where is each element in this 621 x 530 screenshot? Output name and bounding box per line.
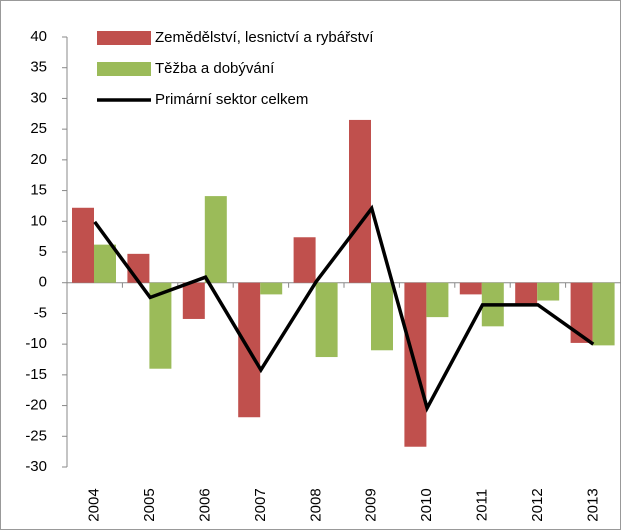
- legend-swatch: [97, 62, 151, 76]
- y-tick-label: -25: [25, 427, 47, 444]
- x-tick-label: 2008: [307, 488, 324, 521]
- bar: [182, 282, 205, 319]
- y-tick-label: 40: [30, 28, 47, 45]
- legend-label: Těžba a dobývání: [155, 60, 275, 77]
- bar: [260, 282, 283, 295]
- bar: [293, 237, 316, 283]
- bar: [94, 244, 116, 283]
- y-tick-label: 35: [30, 59, 47, 76]
- legend-swatch: [97, 31, 151, 45]
- bar: [570, 282, 593, 343]
- y-tick-label: -5: [34, 304, 47, 321]
- y-tick-label: 5: [39, 243, 47, 260]
- y-tick-label: 10: [30, 212, 47, 229]
- x-tick-label: 2010: [418, 488, 435, 521]
- x-tick-label: 2009: [363, 488, 380, 521]
- bar: [426, 282, 449, 318]
- bar: [515, 282, 538, 305]
- legend-label: Zemědělství, lesnictví a rybářství: [155, 29, 374, 46]
- bar: [72, 207, 94, 283]
- y-tick-label: 30: [30, 89, 47, 106]
- y-tick-label: -10: [25, 335, 47, 352]
- bar: [315, 282, 338, 358]
- y-tick-label: 20: [30, 151, 47, 168]
- y-tick-label: 0: [39, 274, 47, 291]
- bar: [204, 196, 227, 283]
- bar: [371, 282, 393, 351]
- bar: [537, 282, 560, 301]
- x-tick-label: 2005: [141, 488, 158, 521]
- legend-label: Primární sektor celkem: [155, 91, 308, 108]
- y-tick-label: 25: [30, 120, 47, 137]
- x-tick-label: 2013: [584, 488, 601, 521]
- y-tick-label: -15: [25, 366, 47, 383]
- x-tick-label: 2007: [252, 488, 269, 521]
- line: [93, 204, 595, 413]
- y-tick-label: -30: [25, 458, 47, 475]
- bar: [349, 119, 371, 283]
- x-tick-label: 2012: [529, 488, 546, 521]
- bar: [149, 282, 172, 369]
- y-tick-label: -20: [25, 397, 47, 414]
- x-tick-label: 2011: [473, 489, 490, 521]
- bar: [459, 282, 482, 295]
- x-tick-label: 2006: [196, 488, 213, 521]
- x-tick-label: 2004: [86, 488, 103, 521]
- bar: [592, 282, 615, 346]
- y-tick-label: 15: [30, 182, 47, 199]
